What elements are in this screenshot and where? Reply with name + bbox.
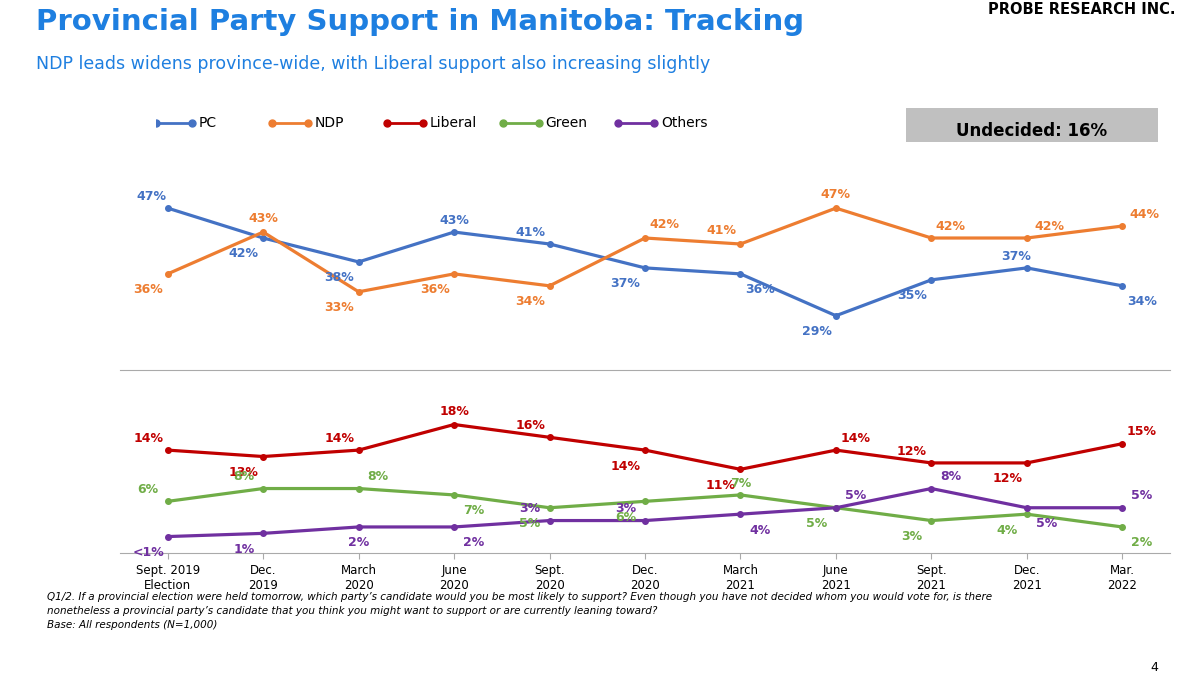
Text: 38%: 38% — [324, 271, 354, 284]
Text: 42%: 42% — [936, 220, 966, 233]
Text: 41%: 41% — [706, 224, 736, 237]
Text: Q1/2. If a provincial election were held tomorrow, which party’s candidate would: Q1/2. If a provincial election were held… — [47, 592, 992, 630]
Text: Green: Green — [545, 116, 588, 129]
Text: 42%: 42% — [649, 218, 679, 231]
Text: 1%: 1% — [233, 543, 254, 556]
Text: 35%: 35% — [896, 290, 926, 302]
Text: 16%: 16% — [515, 419, 545, 432]
Text: 7%: 7% — [463, 504, 484, 517]
Text: 15%: 15% — [1127, 425, 1157, 439]
Text: 5%: 5% — [806, 517, 827, 530]
Text: 2%: 2% — [1132, 536, 1152, 549]
Text: 41%: 41% — [515, 226, 545, 239]
Text: 7%: 7% — [730, 477, 751, 490]
Text: 12%: 12% — [896, 445, 926, 458]
Text: Others: Others — [661, 116, 708, 129]
Text: 34%: 34% — [515, 296, 545, 308]
Text: 36%: 36% — [745, 283, 775, 296]
Text: 8%: 8% — [941, 471, 961, 483]
Text: 36%: 36% — [133, 283, 163, 296]
Text: 6%: 6% — [614, 511, 636, 524]
Text: 5%: 5% — [1036, 517, 1057, 530]
Text: 42%: 42% — [1034, 220, 1064, 233]
Text: PROBE RESEARCH INC.: PROBE RESEARCH INC. — [989, 2, 1176, 17]
Text: 47%: 47% — [821, 188, 851, 201]
Text: <1%: <1% — [132, 546, 164, 559]
Text: NDP: NDP — [314, 116, 344, 129]
Text: 12%: 12% — [992, 473, 1022, 485]
Text: 42%: 42% — [229, 247, 259, 260]
Text: Provincial Party Support in Manitoba: Tracking: Provincial Party Support in Manitoba: Tr… — [36, 7, 804, 35]
Text: Liberal: Liberal — [430, 116, 478, 129]
Text: 36%: 36% — [420, 283, 450, 296]
Text: 2%: 2% — [463, 536, 484, 549]
Text: 8%: 8% — [233, 471, 254, 483]
Text: 8%: 8% — [367, 471, 389, 483]
Text: 3%: 3% — [901, 530, 923, 543]
Text: 14%: 14% — [611, 460, 641, 473]
Text: NDP leads widens province-wide, with Liberal support also increasing slightly: NDP leads widens province-wide, with Lib… — [36, 55, 710, 73]
Text: PC: PC — [199, 116, 217, 129]
Text: Undecided: 16%: Undecided: 16% — [956, 121, 1108, 140]
Text: 14%: 14% — [324, 432, 354, 445]
Text: 2%: 2% — [348, 536, 370, 549]
Text: 4%: 4% — [997, 523, 1018, 536]
Text: 37%: 37% — [1001, 250, 1031, 262]
Text: 5%: 5% — [1132, 490, 1152, 502]
Text: 6%: 6% — [138, 483, 158, 496]
Text: 14%: 14% — [840, 432, 870, 445]
Text: 11%: 11% — [706, 479, 736, 492]
Text: 4: 4 — [1151, 660, 1158, 674]
Text: 47%: 47% — [136, 190, 166, 203]
Text: 5%: 5% — [520, 517, 541, 530]
Text: 43%: 43% — [248, 212, 278, 225]
Text: 34%: 34% — [1127, 296, 1157, 308]
Text: 18%: 18% — [439, 405, 469, 418]
Text: 3%: 3% — [614, 502, 636, 515]
Text: 3%: 3% — [520, 502, 541, 515]
Text: 43%: 43% — [439, 214, 469, 226]
Text: 37%: 37% — [611, 277, 641, 290]
Text: 29%: 29% — [802, 325, 832, 338]
Text: 14%: 14% — [133, 432, 163, 445]
Text: 33%: 33% — [324, 301, 354, 314]
Text: 5%: 5% — [845, 490, 866, 502]
Text: 13%: 13% — [229, 466, 259, 479]
Text: 4%: 4% — [749, 523, 770, 536]
Text: 44%: 44% — [1129, 207, 1159, 221]
